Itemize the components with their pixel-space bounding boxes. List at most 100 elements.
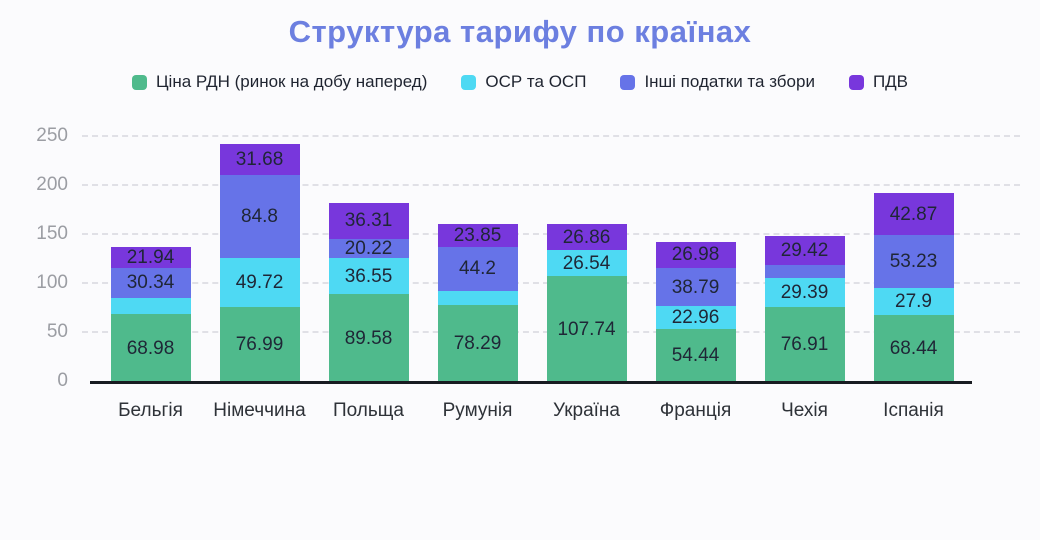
bar-column-4: 107.74 26.54 26.86 (532, 124, 641, 382)
legend-label: ОСР та ОСП (485, 72, 587, 91)
bar-column-6: 76.91 29.39 29.42 (750, 124, 859, 382)
legend-item-series-2[interactable]: Інші податки та збори (620, 72, 815, 92)
bar-segment-series-3[interactable]: 31.68 (219, 143, 300, 175)
bar-value-label: 29.39 (780, 281, 829, 303)
bar-segment-series-0[interactable]: 54.44 (655, 328, 736, 382)
x-axis-line (90, 381, 972, 384)
legend-item-series-0[interactable]: Ціна РДН (ринок на добу наперед) (131, 72, 428, 92)
legend-swatch-icon (848, 74, 864, 90)
legend-swatch-icon (620, 74, 636, 90)
bar-segment-series-0[interactable]: 78.29 (437, 305, 518, 382)
legend-item-series-1[interactable]: ОСР та ОСП (461, 72, 586, 92)
bar-segment-series-3[interactable]: 36.31 (328, 203, 409, 239)
bar-column-2: 89.58 36.55 20.22 36.31 (314, 124, 423, 382)
bar-value-label: 31.68 (235, 148, 284, 170)
chart-title: Структура тарифу по країнах (288, 14, 752, 49)
bar-segment-series-3[interactable]: 21.94 (110, 246, 191, 269)
chart-area: 0 50 100 150 200 250 68.98 30.34 21.94 76.99 49.7… (20, 124, 1020, 422)
x-axis-label-6: Чехія (781, 400, 828, 421)
bar-column-5: 54.44 22.96 38.79 26.98 (641, 124, 750, 382)
bar-stack: 54.44 22.96 38.79 26.98 (655, 241, 736, 382)
bar-segment-series-0[interactable]: 76.99 (219, 306, 300, 382)
bar-stack: 76.91 29.39 29.42 (764, 236, 845, 382)
legend-swatch-icon (461, 74, 477, 90)
y-tick-label: 100 (36, 271, 68, 293)
bar-value-label: 21.94 (126, 246, 175, 268)
bar-segment-series-2[interactable]: 44.2 (437, 247, 518, 291)
bar-segment-series-1[interactable]: 22.96 (655, 306, 736, 329)
y-tick-label: 150 (36, 222, 68, 244)
x-axis-label-1: Німеччина (213, 400, 306, 421)
bar-value-label: 23.85 (453, 225, 502, 247)
legend-swatch-icon (131, 74, 147, 90)
bars-container: 68.98 30.34 21.94 76.99 49.72 84.8 31.68 89.58 3… (96, 124, 968, 382)
y-tick-label: 50 (46, 320, 68, 342)
bar-segment-series-2[interactable]: 38.79 (655, 268, 736, 307)
bar-stack: 68.44 27.9 53.23 42.87 (873, 193, 954, 382)
bar-column-1: 76.99 49.72 84.8 31.68 (205, 124, 314, 382)
plot-area: 0 50 100 150 200 250 68.98 30.34 21.94 76.99 49.7… (36, 124, 1020, 391)
bar-value-label: 76.99 (235, 333, 284, 355)
bar-segment-series-1[interactable]: 27.9 (873, 287, 954, 315)
bar-value-label: 107.74 (557, 318, 616, 340)
bar-value-label: 20.22 (344, 238, 393, 259)
bar-segment-series-3[interactable]: 26.98 (655, 241, 736, 269)
x-axis-label-4: Україна (552, 400, 620, 421)
bar-segment-series-1[interactable]: 49.72 (219, 257, 300, 307)
bar-stack: 89.58 36.55 20.22 36.31 (328, 203, 409, 382)
bar-value-label: 27.9 (895, 290, 932, 312)
bar-value-label: 42.87 (889, 203, 938, 225)
bar-value-label: 26.98 (671, 244, 720, 266)
bar-segment-series-2[interactable] (764, 265, 845, 278)
y-gridline-200: 200 (36, 174, 1020, 195)
bar-segment-series-0[interactable]: 89.58 (328, 294, 409, 382)
y-tick-label: 250 (36, 124, 68, 146)
bar-segment-series-3[interactable]: 29.42 (764, 236, 845, 266)
y-gridline-250: 250 (36, 125, 1020, 146)
bar-segment-series-0[interactable]: 68.98 (110, 314, 191, 382)
bar-value-label: 38.79 (671, 276, 720, 298)
bar-segment-series-2[interactable]: 53.23 (873, 235, 954, 288)
bar-value-label: 30.34 (126, 272, 175, 294)
bar-stack: 76.99 49.72 84.8 31.68 (219, 143, 300, 382)
legend-item-series-3[interactable]: ПДВ (848, 72, 909, 92)
x-axis-label-3: Румунія (442, 400, 513, 421)
y-tick-label: 0 (57, 369, 68, 391)
bar-segment-series-0[interactable]: 107.74 (546, 276, 627, 382)
bar-value-label: 84.8 (241, 205, 278, 227)
legend-label: ПДВ (872, 72, 909, 91)
bar-value-label: 68.98 (126, 337, 175, 359)
x-axis-label-7: Іспанія (883, 400, 944, 421)
bar-value-label: 78.29 (453, 333, 502, 355)
legend-label: Інші податки та збори (644, 72, 815, 91)
bar-column-0: 68.98 30.34 21.94 (96, 124, 205, 382)
bar-segment-series-1[interactable]: 26.54 (546, 250, 627, 277)
bar-segment-series-1[interactable] (437, 290, 518, 306)
bar-segment-series-1[interactable] (110, 297, 191, 315)
bar-value-label: 36.55 (344, 265, 393, 287)
bar-segment-series-1[interactable]: 36.55 (328, 258, 409, 295)
bar-stack: 78.29 44.2 23.85 (437, 223, 518, 382)
bar-segment-series-3[interactable]: 42.87 (873, 193, 954, 236)
bar-segment-series-2[interactable]: 84.8 (219, 174, 300, 258)
bar-value-label: 44.2 (459, 258, 496, 280)
bar-value-label: 26.86 (562, 226, 611, 248)
legend-label: Ціна РДН (ринок на добу наперед) (155, 72, 428, 91)
bar-value-label: 54.44 (671, 344, 720, 366)
bar-value-label: 49.72 (235, 271, 284, 293)
y-tick-label: 200 (36, 173, 68, 195)
bar-segment-series-3[interactable]: 23.85 (437, 223, 518, 248)
bar-segment-series-0[interactable]: 76.91 (764, 306, 845, 382)
bar-segment-series-2[interactable]: 20.22 (328, 238, 409, 259)
x-axis-label-0: Бельгія (118, 400, 183, 421)
bar-value-label: 26.54 (562, 252, 611, 274)
bar-stack: 107.74 26.54 26.86 (546, 224, 627, 382)
bar-segment-series-3[interactable]: 26.86 (546, 224, 627, 251)
bar-segment-series-0[interactable]: 68.44 (873, 314, 954, 382)
bar-segment-series-1[interactable]: 29.39 (764, 277, 845, 307)
bar-value-label: 68.44 (889, 337, 938, 359)
bar-value-label: 36.31 (344, 210, 393, 232)
bar-column-7: 68.44 27.9 53.23 42.87 (859, 124, 968, 382)
bar-segment-series-2[interactable]: 30.34 (110, 268, 191, 298)
bar-value-label: 89.58 (344, 327, 393, 349)
